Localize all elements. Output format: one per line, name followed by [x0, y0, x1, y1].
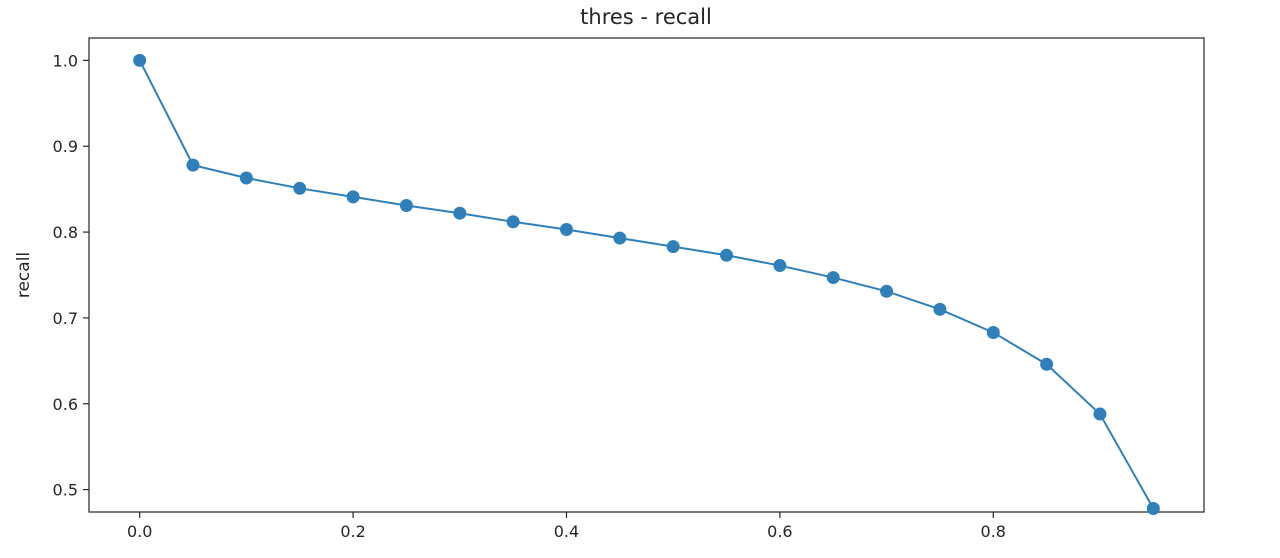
x-tick-label: 0.6 — [767, 522, 792, 541]
data-point — [293, 181, 307, 195]
chart-title: thres - recall — [580, 5, 712, 29]
x-tick-label: 0.0 — [127, 522, 152, 541]
data-point — [1146, 501, 1160, 515]
y-tick-label: 0.5 — [53, 481, 78, 500]
data-point — [1040, 357, 1054, 371]
y-tick-label: 0.6 — [53, 395, 78, 414]
series-layer — [133, 53, 1160, 515]
y-tick-label: 0.8 — [53, 223, 78, 242]
data-point — [666, 240, 680, 254]
data-point — [720, 248, 734, 262]
data-point — [506, 215, 520, 229]
x-tick-label: 0.8 — [981, 522, 1006, 541]
y-tick-label: 0.9 — [53, 137, 78, 156]
x-tick-label: 0.2 — [340, 522, 365, 541]
data-point — [453, 206, 467, 220]
data-point — [880, 284, 894, 298]
data-point — [933, 302, 947, 316]
data-point — [133, 53, 147, 67]
data-point — [773, 259, 787, 273]
y-axis: 0.5 0.6 0.7 0.8 0.9 1.0 — [53, 51, 89, 500]
data-point — [346, 190, 360, 204]
plot-area — [88, 37, 1205, 513]
data-point — [986, 326, 1000, 340]
data-point — [559, 223, 573, 237]
data-point — [826, 271, 840, 285]
series-line — [138, 59, 1155, 509]
x-tick-label: 0.4 — [554, 522, 579, 541]
data-point — [399, 198, 413, 212]
y-axis-label: recall — [14, 252, 34, 298]
x-axis: 0.0 0.2 0.4 0.6 0.8 — [127, 512, 1006, 541]
data-point — [1093, 407, 1107, 421]
y-tick-label: 0.7 — [53, 309, 78, 328]
y-tick-label: 1.0 — [53, 51, 78, 70]
data-point — [613, 231, 627, 245]
data-point — [186, 158, 200, 172]
data-point — [239, 171, 253, 185]
